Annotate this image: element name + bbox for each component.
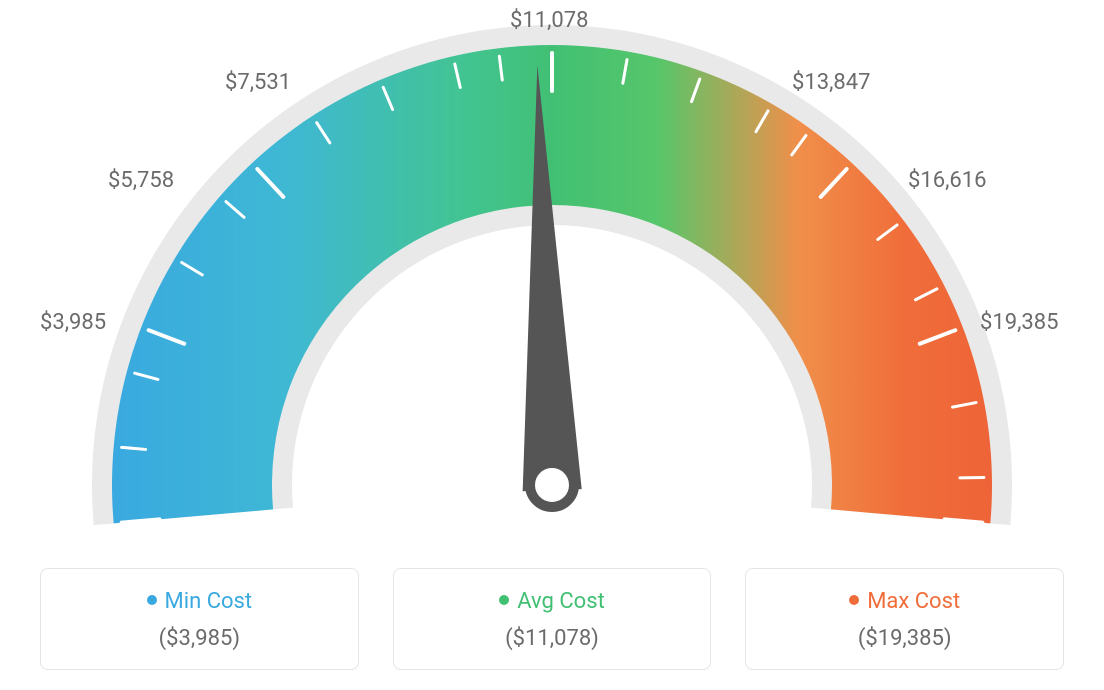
legend-card-avg: Avg Cost ($11,078) [393,568,712,670]
legend-title-min: Min Cost [51,589,348,614]
legend-card-min: Min Cost ($3,985) [40,568,359,670]
gauge-tick-label: $3,985 [40,310,106,335]
legend-max-value: ($19,385) [756,626,1053,651]
gauge-tick-label: $11,078 [510,8,589,33]
legend-title-max: Max Cost [756,589,1053,614]
dot-icon [499,595,509,605]
gauge-tick-label: $5,758 [108,168,174,193]
legend-row: Min Cost ($3,985) Avg Cost ($11,078) Max… [0,568,1104,670]
legend-min-label: Min Cost [165,589,253,614]
gauge-tick-label: $19,385 [980,310,1059,335]
legend-min-value: ($3,985) [51,626,348,651]
legend-card-max: Max Cost ($19,385) [745,568,1064,670]
gauge-tick-label: $7,531 [225,70,291,95]
gauge-tick-label: $16,616 [908,168,987,193]
legend-avg-label: Avg Cost [517,589,605,614]
gauge-chart: $3,985 $5,758 $7,531 $11,078 $13,847 $16,616 $… [0,0,1104,540]
dot-icon [849,595,859,605]
gauge-tick-label: $13,847 [792,70,871,95]
dot-icon [147,595,157,605]
legend-max-label: Max Cost [867,589,960,614]
gauge-svg [72,25,1032,545]
legend-avg-value: ($11,078) [404,626,701,651]
legend-title-avg: Avg Cost [404,589,701,614]
